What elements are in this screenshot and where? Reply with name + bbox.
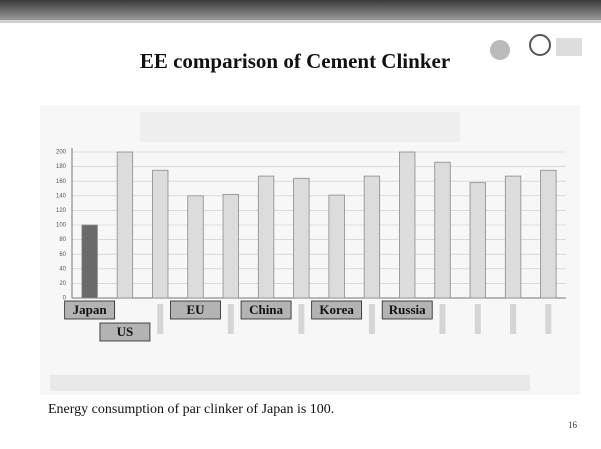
- y-tick-label: 140: [56, 193, 67, 199]
- y-tick-label: 40: [59, 266, 66, 272]
- y-tick-label: 60: [59, 252, 66, 258]
- bar: [81, 224, 98, 299]
- x-tick-label: Russia: [389, 302, 426, 317]
- bar: [187, 195, 204, 299]
- category-blur: [368, 304, 375, 334]
- bar: [257, 175, 275, 299]
- y-tick-label: 160: [56, 179, 67, 185]
- bar: [363, 175, 381, 299]
- top-bar: [0, 0, 601, 20]
- category-box: [240, 300, 292, 320]
- logo: [490, 40, 510, 60]
- x-tick-label: EU: [186, 302, 205, 317]
- category-blur: [157, 304, 164, 334]
- logo-text: [556, 38, 582, 56]
- category-box: [311, 300, 363, 320]
- y-tick-label: 20: [59, 281, 66, 287]
- bar: [222, 193, 239, 299]
- x-tick-label: US: [117, 324, 134, 339]
- bar: [116, 151, 134, 299]
- category-blur: [474, 304, 481, 334]
- category-blur: [545, 304, 552, 334]
- category-blur: [510, 304, 517, 334]
- bar: [399, 151, 416, 299]
- x-tick-label: Japan: [73, 302, 108, 317]
- category-box: [170, 300, 221, 320]
- x-tick-label: Korea: [319, 302, 354, 317]
- bar: [504, 175, 522, 299]
- y-tick-label: 80: [59, 237, 66, 243]
- category-box: [64, 300, 116, 320]
- bar: [293, 177, 310, 299]
- caption: Energy consumption of par clinker of Jap…: [48, 402, 334, 417]
- chart-title-blur: [140, 112, 460, 142]
- bar: [469, 182, 486, 299]
- top-bar-shadow: [0, 20, 601, 23]
- logo: [529, 34, 551, 56]
- y-tick-label: 120: [56, 208, 67, 214]
- y-tick-label: 100: [56, 223, 67, 229]
- category-blur: [227, 304, 234, 334]
- category-blur: [298, 304, 305, 334]
- category-box: [381, 300, 433, 320]
- bar: [328, 194, 345, 299]
- source-blur: [50, 375, 530, 391]
- category-blur: [439, 304, 446, 334]
- bar: [434, 161, 451, 299]
- slide-title: EE comparison of Cement Clinker: [140, 49, 450, 73]
- bar: [540, 169, 557, 299]
- y-tick-label: 200: [56, 150, 67, 156]
- page-number: 16: [568, 420, 578, 430]
- y-tick-label: 180: [56, 164, 67, 170]
- y-tick-label: 0: [63, 296, 67, 302]
- bar: [152, 169, 169, 299]
- category-box: [99, 322, 151, 342]
- x-tick-label: China: [249, 302, 283, 317]
